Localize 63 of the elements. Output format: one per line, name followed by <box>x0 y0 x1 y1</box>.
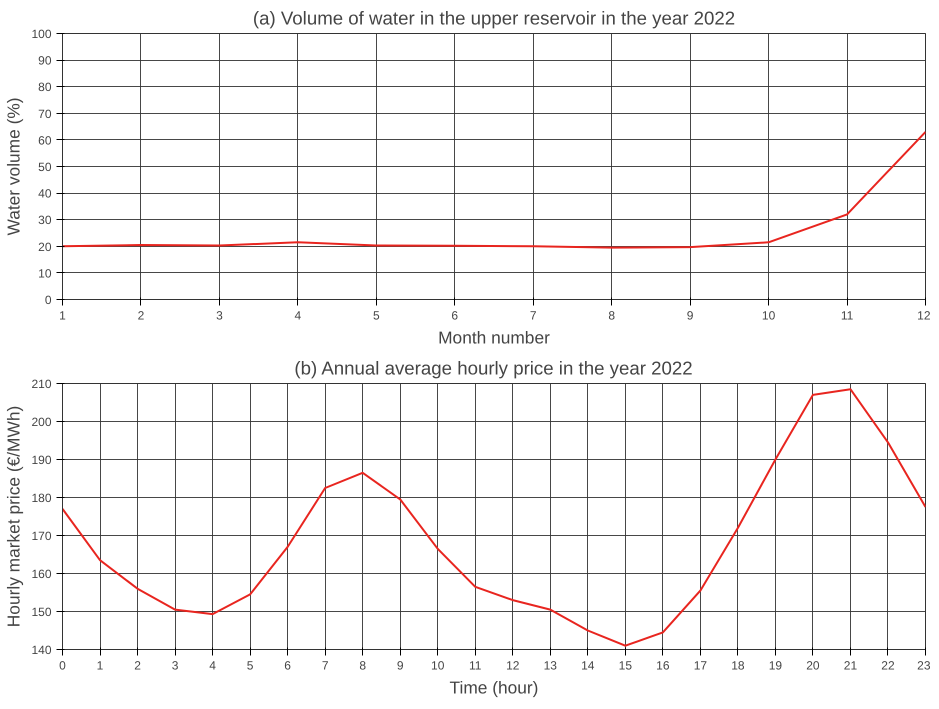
x-tick-label: 0 <box>59 658 66 672</box>
x-tick-label: 2 <box>138 308 145 322</box>
x-tick-label: 16 <box>656 658 670 672</box>
y-tick-label: 150 <box>31 605 52 619</box>
y-axis-title: Hourly market price (€/MWh) <box>3 406 24 628</box>
y-tick-label: 50 <box>38 160 52 174</box>
y-tick-label: 180 <box>31 491 52 505</box>
x-axis-title: Month number <box>438 328 550 348</box>
y-tick-label: 80 <box>38 80 52 94</box>
line-series <box>62 130 926 249</box>
x-tick-label: 6 <box>451 308 458 322</box>
x-tick-label: 13 <box>544 658 558 672</box>
x-tick-label: 9 <box>686 308 694 322</box>
y-tick-label: 140 <box>31 643 52 657</box>
x-tick-label: 4 <box>209 658 216 672</box>
y-tick-label: 200 <box>31 415 52 429</box>
y-tick-label: 40 <box>38 186 52 201</box>
y-axis-title: Water volume (%) <box>3 97 24 236</box>
y-tick-label: 90 <box>38 54 52 68</box>
y-tick-label: 0 <box>44 293 52 307</box>
x-tick-label: 12 <box>917 308 931 322</box>
line-series <box>62 388 926 647</box>
y-tick-label: 160 <box>31 567 52 581</box>
y-tick-label: 30 <box>38 213 52 228</box>
x-tick-label: 8 <box>608 308 616 322</box>
x-tick-label: 21 <box>844 658 858 672</box>
x-tick-label: 5 <box>372 308 380 322</box>
chart-title: (b) Annual average hourly price in the year 2022 <box>294 358 693 378</box>
x-tick-label: 3 <box>172 658 179 672</box>
x-tick-label: 4 <box>294 308 302 322</box>
x-tick-label: 8 <box>359 658 366 672</box>
x-axis-title: Time (hour) <box>450 678 538 698</box>
x-tick-label: 22 <box>881 658 895 672</box>
x-tick-label: 18 <box>731 658 745 672</box>
chart-title: (a) Volume of water in the upper reservoir in the year 2022 <box>252 8 736 28</box>
x-tick-label: 10 <box>431 658 445 672</box>
y-tick-label: 100 <box>31 27 52 41</box>
x-tick-label: 23 <box>917 658 931 672</box>
y-tick-label: 210 <box>31 377 52 391</box>
x-tick-label: 7 <box>530 308 537 322</box>
x-tick-label: 2 <box>134 658 142 672</box>
x-tick-label: 15 <box>618 658 632 672</box>
y-tick-label: 10 <box>38 266 52 280</box>
x-tick-label: 20 <box>806 658 820 672</box>
x-tick-label: 17 <box>694 658 708 672</box>
x-tick-label: 9 <box>396 658 404 672</box>
y-tick-label: 60 <box>38 133 52 148</box>
y-tick-label: 170 <box>31 529 52 543</box>
x-tick-label: 6 <box>284 658 292 672</box>
x-tick-label: 11 <box>840 308 854 322</box>
x-tick-label: 10 <box>762 308 776 322</box>
y-tick-label: 190 <box>31 453 52 467</box>
x-tick-label: 3 <box>216 308 224 322</box>
x-tick-label: 5 <box>246 658 254 672</box>
x-tick-label: 1 <box>96 658 104 672</box>
x-tick-label: 12 <box>506 658 520 672</box>
x-tick-label: 19 <box>768 658 782 672</box>
y-tick-label: 70 <box>38 106 52 121</box>
x-tick-label: 11 <box>469 658 482 672</box>
x-tick-label: 7 <box>322 658 329 672</box>
y-tick-label: 20 <box>38 240 52 254</box>
x-tick-label: 14 <box>581 658 595 672</box>
x-tick-label: 1 <box>59 308 66 322</box>
